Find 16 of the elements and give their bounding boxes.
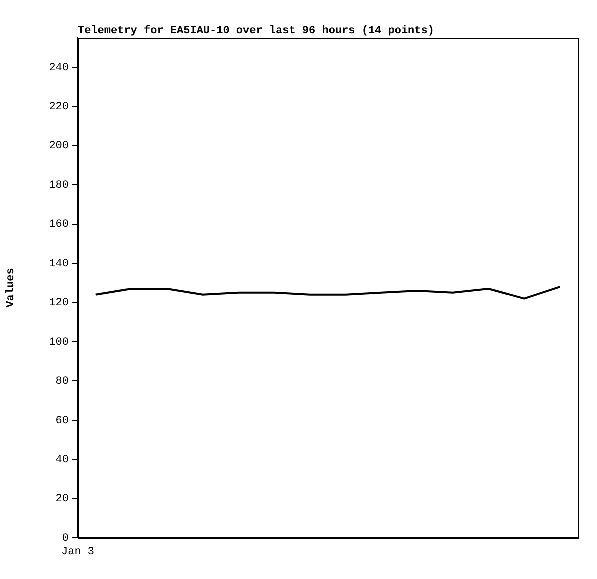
y-tick-label: 160 [49, 219, 69, 232]
y-tick-label: 180 [49, 180, 69, 192]
y-tick-label: 60 [56, 415, 69, 428]
y-tick-label: 100 [49, 336, 69, 349]
y-tick-label: 20 [56, 494, 69, 506]
y-tick-label: 240 [49, 62, 69, 74]
y-tick-label: 200 [49, 140, 69, 153]
text: Jan 3 [61, 546, 95, 558]
y-tick-label: 120 [49, 298, 69, 310]
y-tick-label: 140 [49, 258, 69, 270]
y-axis-title: Values [5, 268, 18, 308]
y-tick-label: 220 [49, 102, 69, 114]
chart-title: Telemetry for EA5IAU-10 over last 96 hours (14 points) [78, 24, 434, 38]
y-tick-label: 0 [62, 532, 69, 545]
y-tick-label: 80 [56, 376, 69, 388]
y-tick-label: 40 [56, 454, 69, 466]
